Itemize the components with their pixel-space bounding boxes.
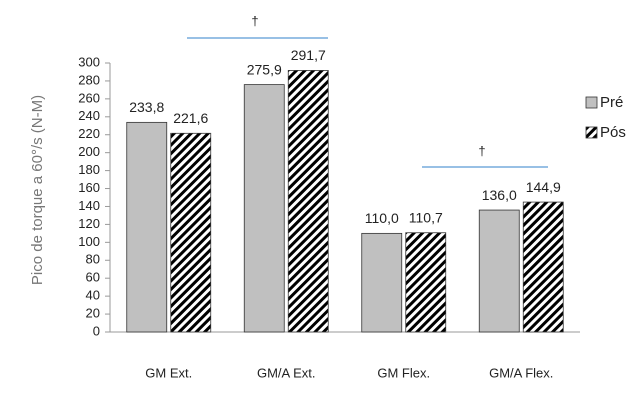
value-label: 221,6: [173, 110, 208, 126]
y-tick-label: 60: [86, 270, 100, 285]
y-tick-label: 260: [78, 90, 100, 105]
value-label: 275,9: [247, 61, 282, 77]
value-label: 136,0: [482, 187, 517, 203]
x-tick-label: GM/A Ext.: [257, 365, 316, 380]
value-label: 110,7: [409, 209, 443, 225]
bar: [126, 121, 168, 333]
y-tick-label: 40: [86, 288, 100, 303]
y-tick-label: 220: [78, 126, 100, 141]
x-tick-label: GM Flex.: [377, 365, 430, 380]
value-label: 233,8: [129, 99, 164, 115]
bar: [405, 232, 447, 333]
legend-label: Pré: [600, 94, 623, 111]
y-tick-label: 80: [86, 252, 100, 267]
value-label: 144,9: [526, 179, 561, 195]
legend-swatch: [585, 96, 598, 109]
y-tick-label: 100: [78, 234, 100, 249]
y-axis-title: Pico de torque a 60°/s (N-M): [29, 95, 46, 285]
bar: [478, 209, 520, 333]
y-tick-label: 20: [86, 306, 100, 321]
bar: [287, 70, 329, 333]
legend-label: Pós: [600, 124, 626, 141]
y-tick-label: 200: [78, 144, 100, 159]
bar: [243, 84, 285, 333]
bar: [170, 132, 212, 333]
bar: [361, 232, 403, 333]
y-tick-label: 120: [78, 216, 100, 231]
y-tick-label: 180: [78, 162, 100, 177]
y-tick-label: 140: [78, 198, 100, 213]
significance-mark: †: [478, 143, 485, 158]
bar: [522, 201, 564, 333]
legend-swatch: [585, 126, 598, 139]
x-tick-label: GM/A Flex.: [489, 365, 553, 380]
significance-mark: †: [251, 13, 258, 28]
x-tick-label: GM Ext.: [145, 365, 192, 380]
y-tick-label: 0: [93, 323, 100, 338]
y-tick-label: 280: [78, 72, 100, 87]
y-tick-label: 300: [78, 54, 100, 69]
value-label: 291,7: [291, 47, 326, 63]
y-tick-label: 160: [78, 180, 100, 195]
value-label: 110,0: [365, 210, 399, 226]
y-tick-label: 240: [78, 108, 100, 123]
